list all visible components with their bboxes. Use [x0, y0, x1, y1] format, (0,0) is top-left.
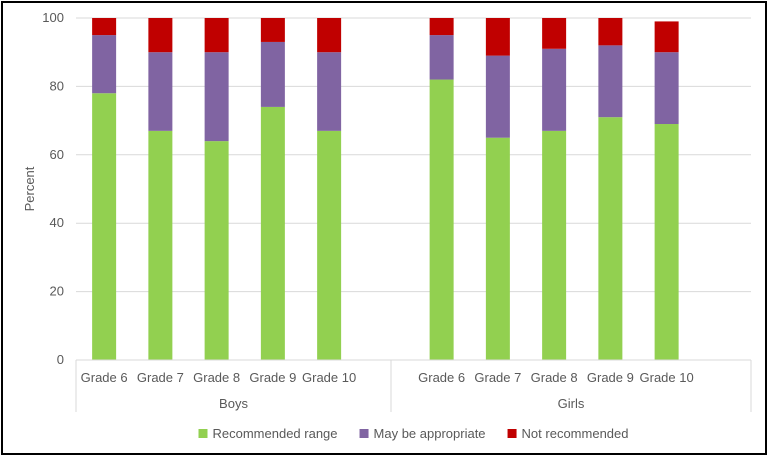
legend-label: Recommended range: [213, 426, 338, 441]
legend-swatch-recommended-range: [198, 429, 208, 438]
bar-boys-grade-6-series-0: [92, 93, 117, 361]
y-tick-label: 80: [50, 78, 64, 93]
y-tick-label: 40: [50, 215, 64, 230]
x-tick-label: Grade 9: [587, 370, 634, 385]
bar-boys-grade-6-series-1: [92, 35, 117, 94]
bar-boys-grade-10-series-1: [317, 52, 342, 131]
x-tick-label: Grade 8: [193, 370, 240, 385]
bar-boys-grade-8-series-0: [204, 141, 229, 360]
x-tick-label: Grade 9: [249, 370, 296, 385]
bar-boys-grade-10-series-2: [317, 18, 342, 53]
x-tick-label: Grade 10: [302, 370, 356, 385]
y-axis-title: Percent: [22, 166, 37, 211]
x-tick-label: Grade 10: [640, 370, 694, 385]
bar-girls-grade-10-series-1: [654, 52, 679, 125]
bar-boys-grade-9-series-1: [260, 41, 285, 107]
y-tick-label: 20: [50, 284, 64, 299]
x-tick-label: Grade 6: [81, 370, 128, 385]
bar-girls-grade-10-series-2: [654, 21, 679, 53]
bar-boys-grade-8-series-1: [204, 52, 229, 142]
legend-swatch-may-be-appropriate: [359, 429, 369, 438]
bar-boys-grade-9-series-0: [260, 106, 285, 360]
bar-boys-grade-8-series-2: [204, 18, 229, 53]
group-label-girls: Girls: [558, 396, 585, 411]
y-tick-label: 60: [50, 147, 64, 162]
bar-girls-grade-8-series-0: [542, 130, 567, 360]
bar-girls-grade-10-series-0: [654, 124, 679, 361]
y-tick-label: 0: [57, 352, 64, 367]
bar-girls-grade-6-series-2: [429, 18, 454, 36]
legend-label: Not recommended: [522, 426, 629, 441]
bar-girls-grade-7-series-1: [485, 55, 510, 138]
bar-girls-grade-6-series-0: [429, 79, 454, 360]
bar-girls-grade-6-series-1: [429, 35, 454, 80]
group-label-boys: Boys: [219, 396, 248, 411]
x-tick-label: Grade 6: [418, 370, 465, 385]
bar-boys-grade-7-series-2: [148, 18, 173, 53]
bar-boys-grade-9-series-2: [260, 18, 285, 42]
bar-boys-grade-7-series-0: [148, 130, 173, 360]
bar-girls-grade-9-series-1: [598, 45, 623, 118]
bar-boys-grade-7-series-1: [148, 52, 173, 131]
x-tick-label: Grade 7: [137, 370, 184, 385]
bar-girls-grade-7-series-0: [485, 137, 510, 360]
legend-label: May be appropriate: [374, 426, 486, 441]
bar-girls-grade-7-series-2: [485, 18, 510, 56]
y-tick-label: 100: [42, 10, 64, 25]
bar-boys-grade-10-series-0: [317, 130, 342, 360]
bar-girls-grade-9-series-2: [598, 18, 623, 46]
bar-girls-grade-9-series-0: [598, 117, 623, 361]
x-tick-label: Grade 8: [531, 370, 578, 385]
legend-swatch-not-recommended: [507, 429, 517, 438]
bar-girls-grade-8-series-1: [542, 48, 567, 131]
x-tick-label: Grade 7: [474, 370, 521, 385]
stacked-bar-chart: 0 20 40 60 80 100 Percent Grade 6 Grade 7 Grade 8…: [22, 10, 752, 441]
bar-boys-grade-6-series-2: [92, 18, 117, 36]
bar-girls-grade-8-series-2: [542, 18, 567, 49]
